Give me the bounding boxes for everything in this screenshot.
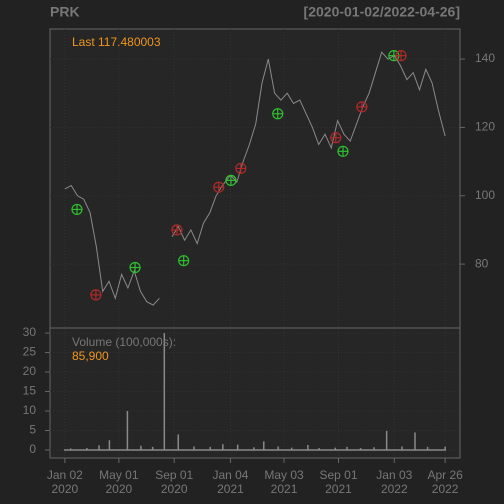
volume-bar <box>373 447 375 451</box>
price-line <box>64 51 446 306</box>
volume-bar <box>209 446 211 451</box>
volume-bar <box>86 448 88 451</box>
y-tick-label: 10 <box>23 403 37 417</box>
signal-marker <box>129 261 141 274</box>
volume-last: 85,900 <box>72 349 109 363</box>
x-tick-label: Jan 03 <box>376 468 412 482</box>
volume-bar <box>69 448 72 451</box>
y-tick-label: 15 <box>23 384 37 398</box>
date-range: [2020-01-02/2022-04-26] <box>304 4 460 20</box>
signal-marker <box>272 108 284 120</box>
x-tick-label: 2020 <box>106 482 133 496</box>
x-tick-label: May 03 <box>264 468 304 482</box>
volume-bar <box>414 432 416 451</box>
signal-marker <box>178 255 190 267</box>
x-tick-label: 2022 <box>381 482 408 496</box>
volume-bar <box>236 444 239 451</box>
symbol: PRK <box>50 4 80 20</box>
volume-bar <box>140 445 142 451</box>
y-tick-label: 120 <box>475 120 495 134</box>
signal-marker <box>395 50 407 62</box>
volume-bar <box>426 446 429 451</box>
x-tick-label: 2022 <box>432 482 459 496</box>
volume-bar <box>193 446 195 451</box>
signal-marker <box>337 145 349 157</box>
y-tick-label: 140 <box>475 51 495 65</box>
volume-bar <box>151 446 154 451</box>
volume-bar <box>253 447 255 451</box>
volume-bar <box>346 446 348 451</box>
volume-bar <box>359 448 362 451</box>
volume-bar <box>401 446 403 451</box>
last-price: Last 117.480003 <box>72 35 161 49</box>
volume-bar <box>277 446 279 451</box>
x-tick-label: Apr 26 <box>427 468 463 482</box>
volume-bar <box>163 333 166 451</box>
signal-marker <box>330 132 342 144</box>
volume-bar <box>318 448 320 451</box>
volume-bar <box>126 411 129 451</box>
signal-marker <box>171 224 183 236</box>
volume-bar <box>98 445 100 451</box>
signal-marker <box>225 174 237 186</box>
volume-bar <box>177 434 180 451</box>
price-panel <box>49 28 461 329</box>
volume-bar <box>334 447 337 451</box>
volume-bar <box>222 444 224 451</box>
volume-bar <box>108 440 111 451</box>
x-tick-label: 2021 <box>271 482 298 496</box>
volume-label: Volume (100,000s): <box>72 335 176 349</box>
x-tick-label: Sep 01 <box>319 468 357 482</box>
signal-marker <box>213 181 225 193</box>
volume-bar <box>290 447 293 451</box>
y-tick-label: 30 <box>23 325 37 339</box>
x-tick-label: Jan 04 <box>212 468 248 482</box>
x-tick-label: 2020 <box>161 482 188 496</box>
x-tick-label: 2021 <box>325 482 352 496</box>
signal-marker <box>90 289 102 301</box>
x-tick-label: 2020 <box>52 482 79 496</box>
volume-bar <box>385 430 388 451</box>
y-tick-label: 25 <box>23 345 37 359</box>
y-tick-label: 100 <box>475 188 495 202</box>
signal-marker <box>235 162 247 175</box>
x-tick-label: May 01 <box>99 468 139 482</box>
volume-bar <box>263 441 265 451</box>
x-tick-label: Sep 01 <box>155 468 193 482</box>
y-tick-label: 80 <box>475 256 489 270</box>
x-tick-label: 2021 <box>217 482 244 496</box>
volume-panel <box>49 327 461 459</box>
x-tick-label: Jan 02 <box>47 468 83 482</box>
y-tick-label: 20 <box>23 364 37 378</box>
y-tick-label: 5 <box>29 423 36 437</box>
volume-bar <box>307 444 309 451</box>
signal-marker <box>356 101 368 113</box>
volume-bar <box>444 446 446 451</box>
signal-marker <box>71 203 83 216</box>
y-tick-label: 0 <box>29 442 36 456</box>
